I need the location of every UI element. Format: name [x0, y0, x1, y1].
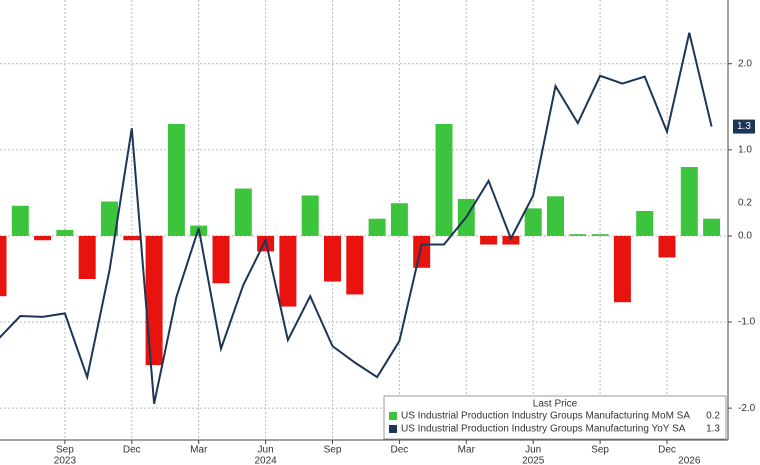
bar: [703, 218, 721, 236]
x-tick-label: Dec: [123, 445, 141, 456]
last-value-box: [733, 119, 755, 134]
y-tick-label: 0.0: [738, 231, 752, 242]
x-tick-label: Dec: [658, 445, 676, 456]
bar: [613, 235, 631, 303]
x-tick-label: Jun: [525, 445, 541, 456]
bar: [480, 235, 498, 245]
bar: [56, 229, 74, 236]
bar: [324, 235, 341, 282]
bar: [34, 235, 52, 241]
x-tick-label: Mar: [458, 445, 476, 456]
bar: [101, 201, 118, 236]
bar: [636, 210, 654, 236]
bar: [346, 235, 364, 295]
bar: [167, 123, 185, 236]
bar: [279, 235, 297, 307]
legend-label: US Industrial Production Industry Groups…: [401, 411, 690, 422]
bar: [123, 235, 141, 241]
bar: [524, 208, 542, 236]
x-year-label: 2023: [54, 456, 77, 465]
line: [0, 32, 713, 405]
x-year-label: 2026: [678, 456, 701, 465]
bar: [234, 188, 252, 236]
bar: [547, 196, 564, 236]
bar: [11, 205, 29, 236]
bar: [658, 235, 676, 258]
legend-swatch: [389, 412, 397, 420]
legend-title: Last Price: [533, 399, 578, 410]
legend-label: US Industrial Production Industry Groups…: [401, 424, 686, 435]
y-tick-label: 2.0: [738, 58, 752, 69]
bar: [301, 195, 319, 236]
bar: [78, 235, 96, 279]
x-year-label: 2025: [522, 456, 545, 465]
bar: [145, 235, 163, 366]
legend-box: [383, 395, 727, 440]
last-value-label: 1.3: [737, 121, 751, 132]
bar: [0, 235, 7, 297]
bar: [591, 234, 609, 236]
x-year-label: 2024: [254, 456, 277, 465]
bar: [569, 234, 587, 236]
x-tick-label: Dec: [391, 445, 409, 456]
bar: [368, 218, 386, 236]
legend-value: 0.2: [706, 411, 720, 422]
x-tick-label: Sep: [591, 445, 609, 456]
legend-swatch: [389, 425, 397, 433]
bar: [390, 203, 408, 236]
bar: [413, 235, 431, 268]
x-tick-label: Sep: [324, 445, 342, 456]
bar: [680, 167, 698, 236]
last-value-label: 0.2: [738, 197, 752, 208]
y-tick-label: -1.0: [738, 317, 756, 328]
bar: [435, 123, 453, 236]
x-tick-label: Sep: [56, 445, 74, 456]
legend-value: 1.3: [706, 424, 720, 435]
plot-area: [0, 32, 721, 405]
x-tick-label: Mar: [190, 445, 208, 456]
y-tick-label: 1.0: [738, 144, 752, 155]
bar: [212, 235, 230, 284]
x-tick-label: Jun: [258, 445, 274, 456]
y-tick-label: -2.0: [738, 403, 756, 414]
